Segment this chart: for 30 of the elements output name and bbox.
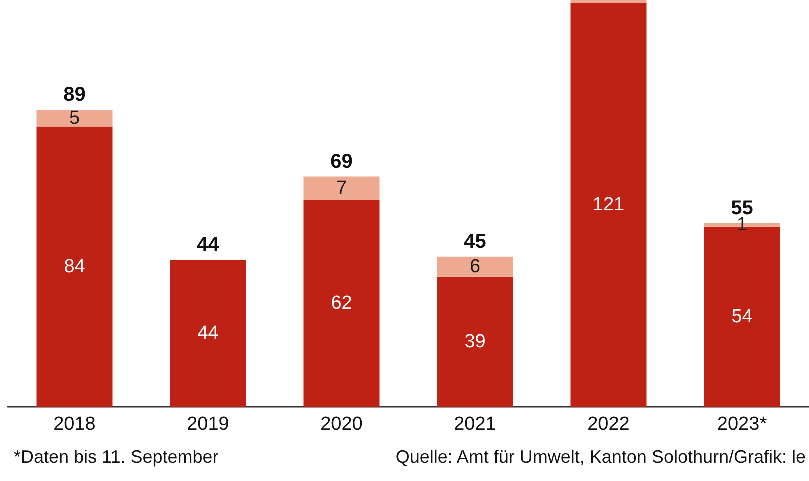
x-tick-label: 2019 xyxy=(187,414,230,435)
total-label: 89 xyxy=(64,84,86,106)
data-label: 84 xyxy=(64,256,86,278)
data-label: 7 xyxy=(336,178,348,199)
x-tick-label: 2018 xyxy=(54,414,96,435)
total-label: 69 xyxy=(330,150,353,173)
text: *Daten bis 11. September xyxy=(14,447,219,467)
source-note: Quelle: Amt für Umwelt, Kanton Solothurn/Grafik: le xyxy=(396,447,806,467)
data-label: 5 xyxy=(69,108,80,129)
bar xyxy=(170,260,246,407)
bar xyxy=(36,110,113,127)
bar xyxy=(570,0,647,4)
bar xyxy=(36,126,113,407)
data-label: 121 xyxy=(592,194,625,216)
data-label: 39 xyxy=(464,331,486,352)
x-tick-label: 2021 xyxy=(454,414,496,435)
x-tick-label: 2022 xyxy=(588,414,630,435)
total-label: 45 xyxy=(464,230,486,253)
bar xyxy=(437,256,514,277)
bar xyxy=(304,200,380,407)
data-label: 6 xyxy=(470,256,481,278)
x-tick-label: 2023* xyxy=(717,414,768,435)
data-label: 62 xyxy=(331,293,352,314)
data-label: 54 xyxy=(732,306,754,328)
bar xyxy=(570,3,647,407)
data-label: 44 xyxy=(198,323,220,344)
x-tick-label: 2020 xyxy=(320,414,363,435)
bar xyxy=(437,276,514,407)
bar xyxy=(304,176,380,200)
total-label: 44 xyxy=(197,234,220,256)
